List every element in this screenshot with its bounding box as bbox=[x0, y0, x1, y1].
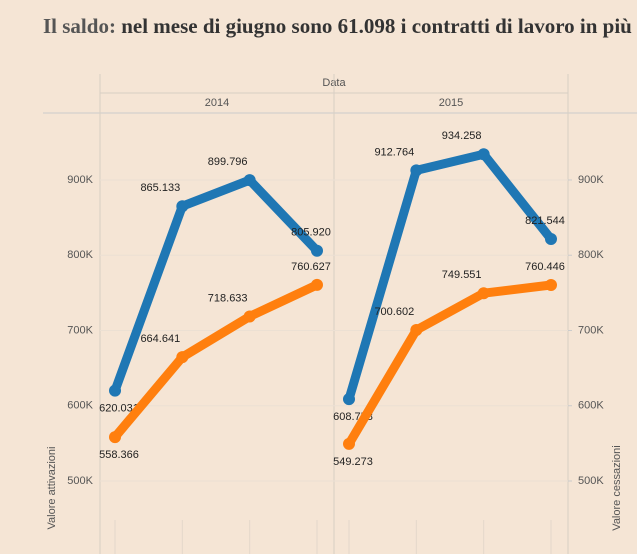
value-label: 760.446 bbox=[525, 261, 565, 273]
series-line bbox=[344, 149, 555, 401]
value-label: 899.796 bbox=[208, 156, 248, 168]
y-tick-label: 500K bbox=[67, 475, 93, 487]
y-tick-label: 900K bbox=[67, 174, 93, 186]
value-label: 749.551 bbox=[442, 269, 482, 281]
series-line bbox=[111, 280, 319, 440]
value-label: 934.258 bbox=[442, 130, 482, 142]
value-label: 620.031 bbox=[99, 403, 139, 415]
title-text: nel mese di giugno sono 61.098 i contrat… bbox=[121, 14, 632, 38]
title: Il saldo: nel mese di giugno sono 61.098… bbox=[43, 14, 633, 38]
point bbox=[410, 324, 423, 337]
title-lead: Il saldo: bbox=[43, 14, 116, 38]
value-label: 664.641 bbox=[140, 333, 180, 345]
value-label: 558.366 bbox=[99, 449, 139, 461]
value-label: 700.602 bbox=[374, 306, 414, 318]
point bbox=[243, 174, 256, 187]
point bbox=[311, 244, 323, 257]
panel-label: 2015 bbox=[439, 97, 463, 109]
y2-tick-label: 900K bbox=[578, 174, 604, 186]
value-label: 805.920 bbox=[291, 227, 331, 239]
point bbox=[343, 393, 355, 406]
point bbox=[545, 233, 557, 246]
point bbox=[243, 310, 256, 323]
y-tick-label: 600K bbox=[67, 400, 93, 412]
point bbox=[176, 200, 189, 213]
series-line bbox=[345, 280, 552, 447]
value-label: 912.764 bbox=[374, 146, 414, 158]
y-tick-label: 800K bbox=[67, 249, 93, 261]
value-label: 865.133 bbox=[140, 182, 180, 194]
point bbox=[477, 148, 490, 161]
y2-tick-label: 800K bbox=[578, 249, 604, 261]
value-label: 821.544 bbox=[525, 215, 565, 227]
y2-axis-label: Valore cessazioni bbox=[611, 445, 623, 530]
point bbox=[343, 437, 355, 450]
point bbox=[545, 279, 557, 292]
point bbox=[109, 431, 121, 444]
value-label: 549.273 bbox=[333, 456, 373, 468]
point bbox=[410, 164, 423, 177]
y2-tick-label: 700K bbox=[578, 324, 604, 336]
point bbox=[311, 278, 323, 291]
y2-tick-label: 600K bbox=[578, 400, 604, 412]
y-axis-label: Valore attivazioni bbox=[46, 447, 58, 530]
point bbox=[477, 287, 490, 300]
y2-tick-label: 500K bbox=[578, 475, 604, 487]
y-tick-label: 700K bbox=[67, 324, 93, 336]
series-line bbox=[110, 175, 321, 393]
point bbox=[109, 384, 121, 397]
panel-label: 2014 bbox=[205, 97, 229, 109]
point bbox=[176, 351, 189, 364]
value-label: 718.633 bbox=[208, 292, 248, 304]
value-label: 760.627 bbox=[291, 261, 331, 273]
